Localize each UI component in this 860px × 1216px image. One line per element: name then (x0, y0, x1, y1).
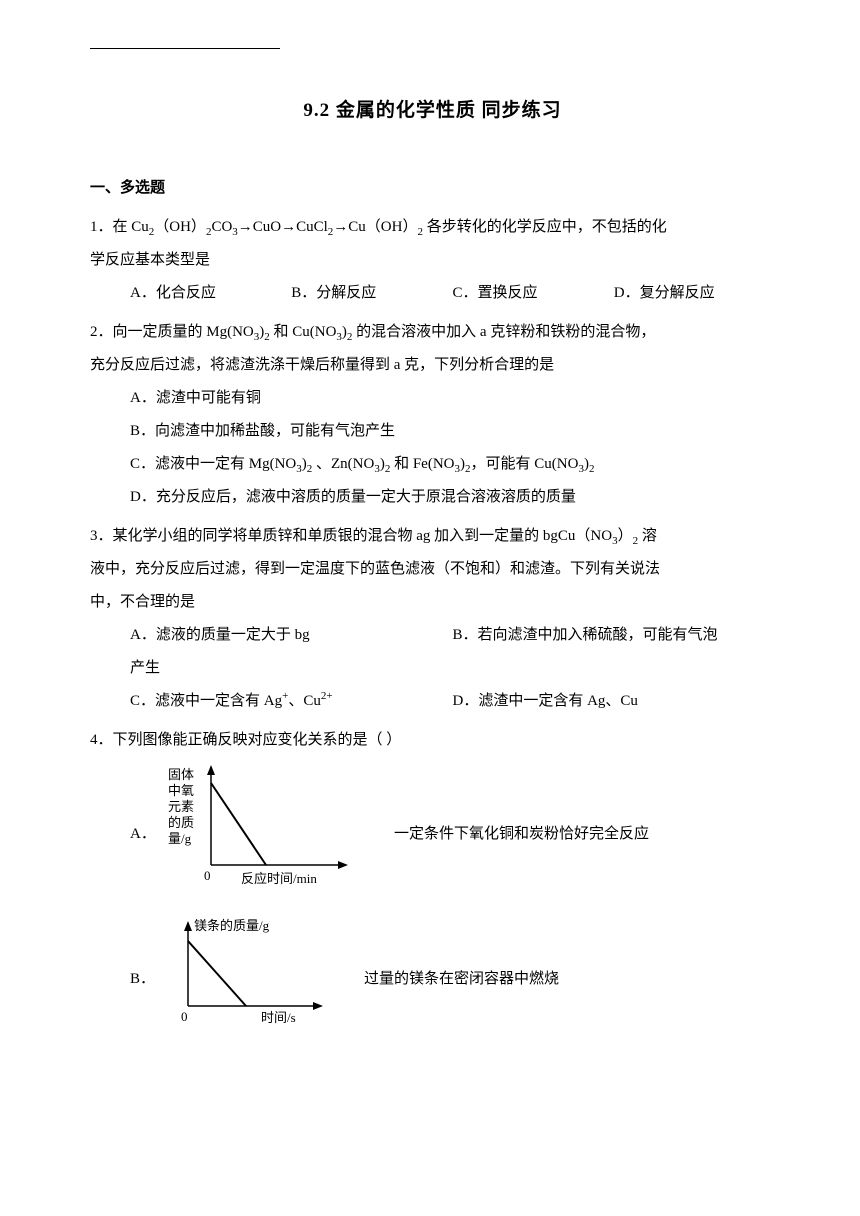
q2-optC: C．滤液中一定有 Mg(NO3)2 、Zn(NO3)2 和 Fe(NO3)2，可… (90, 448, 775, 481)
sub: 2 (589, 463, 595, 475)
q1-t6: 各步转化的化学反应中，不包括的化 (423, 219, 667, 235)
q3-optA: A．滤液的质量一定大于 bg (130, 619, 453, 652)
q2-line1: 2．向一定质量的 Mg(NO3)2 和 Cu(NO3)2 的混合溶液中加入 a … (90, 316, 775, 349)
x-arrow-icon (338, 861, 348, 869)
header-rule (90, 48, 280, 49)
q3-optB: B．若向滤渣中加入稀硫酸，可能有气泡 (453, 619, 776, 652)
q1-t1: 1．在 Cu (90, 219, 149, 235)
q2c-5: 和 Fe(NO (390, 456, 454, 472)
q2-optD: D．充分反应后，滤液中溶质的质量一定大于原混合溶液溶质的质量 (90, 481, 775, 514)
chart-a-line (211, 783, 266, 865)
sup: 2+ (321, 690, 333, 702)
q1-stem: 1．在 Cu2（OH）2CO3→CuO→CuCl2→Cu（OH）2 各步转化的化… (90, 211, 775, 244)
q2-t3: 和 Cu(NO (270, 324, 337, 340)
chart-a-ylabel-1: 固体 (168, 767, 194, 782)
q2c-3: 、Zn(NO (312, 456, 374, 472)
chart-a-ylabel-2: 中氧 (168, 783, 194, 798)
q3-optB2: 产生 (130, 652, 453, 685)
x-arrow-icon (313, 1002, 323, 1010)
q1-stem-2: 学反应基本类型是 (90, 244, 775, 277)
q3-line1: 3．某化学小组的同学将单质锌和单质银的混合物 ag 加入到一定量的 bgCu（N… (90, 520, 775, 553)
q3-t1: 3．某化学小组的同学将单质锌和单质银的混合物 ag 加入到一定量的 bgCu（N… (90, 528, 612, 544)
origin-label: 0 (181, 1009, 188, 1024)
q3-line3: 中，不合理的是 (90, 586, 775, 619)
q3-optC: C．滤液中一定含有 Ag+、Cu2+ (130, 685, 453, 718)
q1-optD: D．复分解反应 (614, 277, 775, 310)
q3-t2: ） (618, 528, 633, 544)
q2c-7: ，可能有 Cu(NO (471, 456, 579, 472)
chart-a-ylabel-5: 量/g (168, 831, 192, 846)
chart-b-xlabel: 时间/s (261, 1010, 296, 1025)
chart-a-ylabel-4: 的质 (168, 815, 194, 830)
q2-optB: B．向滤渣中加稀盐酸，可能有气泡产生 (90, 415, 775, 448)
q4-graphB: 镁条的质量/g 0 时间/s (166, 916, 336, 1044)
q2-t1: 2．向一定质量的 Mg(NO (90, 324, 254, 340)
chart-b-svg: 镁条的质量/g 0 时间/s (166, 916, 336, 1031)
q4-graphA-label: A． (130, 818, 166, 851)
chart-b-ylabel: 镁条的质量/g (194, 918, 270, 933)
q4-graphB-desc: 过量的镁条在密闭容器中燃烧 (364, 963, 559, 996)
q2c-1: C．滤液中一定有 Mg(NO (130, 456, 296, 472)
question-4: 4．下列图像能正确反映对应变化关系的是（ ） A． 固体 中氧 元素 的质 量/… (90, 724, 775, 1044)
q1-t2: （OH） (154, 219, 206, 235)
q2-line2: 充分反应后过滤，将滤渣洗涤干燥后称量得到 a 克，下列分析合理的是 (90, 349, 775, 382)
q1-t5: →Cu（OH） (333, 219, 417, 235)
y-arrow-icon (184, 921, 192, 931)
q2-t5: 的混合溶液中加入 a 克锌粉和铁粉的混合物， (352, 324, 655, 340)
q2-optA: A．滤渣中可能有铜 (90, 382, 775, 415)
q1-t4: →CuO→CuCl (238, 219, 328, 235)
chart-a-ylabel-3: 元素 (168, 799, 194, 814)
q4-graphA: 固体 中氧 元素 的质 量/g 0 反应时间/min (166, 763, 366, 906)
question-1: 1．在 Cu2（OH）2CO3→CuO→CuCl2→Cu（OH）2 各步转化的化… (90, 211, 775, 310)
chart-b-line (188, 941, 246, 1006)
question-3: 3．某化学小组的同学将单质锌和单质银的混合物 ag 加入到一定量的 bgCu（N… (90, 520, 775, 718)
q1-options: A．化合反应 B．分解反应 C．置换反应 D．复分解反应 (90, 277, 775, 310)
q1-optC: C．置换反应 (453, 277, 614, 310)
y-arrow-icon (207, 765, 215, 775)
q1-t3: CO (211, 219, 232, 235)
q3-line2: 液中，充分反应后过滤，得到一定温度下的蓝色滤液（不饱和）和滤渣。下列有关说法 (90, 553, 775, 586)
q3-options: A．滤液的质量一定大于 bg B．若向滤渣中加入稀硫酸，可能有气泡 产生 C．滤… (90, 619, 775, 718)
section-heading-1: 一、多选题 (90, 172, 775, 205)
q4-stem: 4．下列图像能正确反映对应变化关系的是（ ） (90, 724, 775, 757)
chart-a-xlabel: 反应时间/min (241, 871, 317, 886)
page-title: 9.2 金属的化学性质 同步练习 (90, 90, 775, 132)
q3c-2: 、Cu (288, 693, 321, 709)
question-2: 2．向一定质量的 Mg(NO3)2 和 Cu(NO3)2 的混合溶液中加入 a … (90, 316, 775, 514)
q4-graphA-row: A． 固体 中氧 元素 的质 量/g 0 反应时间/min 一定条件下 (90, 763, 775, 906)
q4-graphA-desc: 一定条件下氧化铜和炭粉恰好完全反应 (394, 818, 649, 851)
q1-optB: B．分解反应 (291, 277, 452, 310)
q1-optA: A．化合反应 (130, 277, 291, 310)
origin-label: 0 (204, 868, 211, 883)
chart-a-svg: 固体 中氧 元素 的质 量/g 0 反应时间/min (166, 763, 366, 893)
q3c-1: C．滤液中一定含有 Ag (130, 693, 282, 709)
q4-graphB-label: B． (130, 963, 166, 996)
q3-optD: D．滤渣中一定含有 Ag、Cu (453, 685, 776, 718)
q3-t3: 溶 (638, 528, 657, 544)
q4-graphB-row: B． 镁条的质量/g 0 时间/s 过量的镁条在密闭容器中燃烧 (90, 916, 775, 1044)
